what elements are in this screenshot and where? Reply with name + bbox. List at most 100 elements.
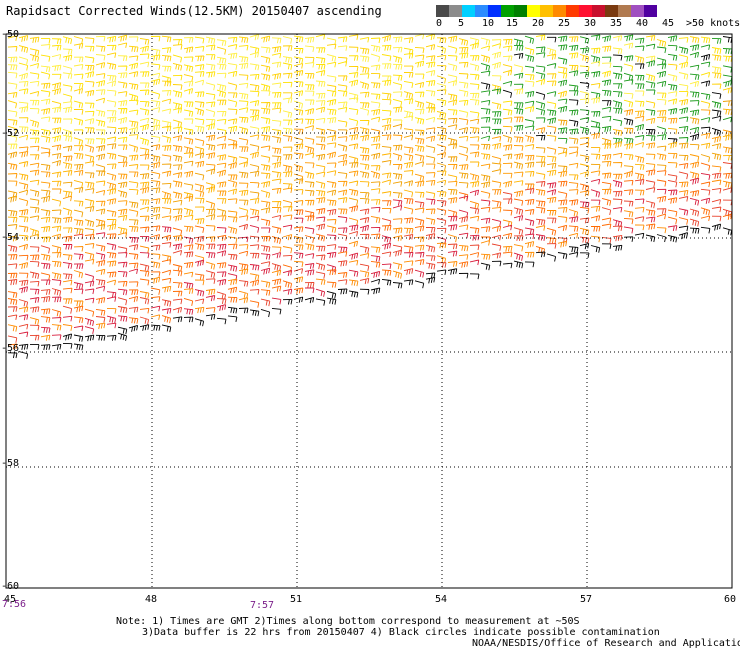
- wind-barb: [678, 54, 689, 62]
- wind-barb: [150, 253, 161, 260]
- wind-barb: [40, 65, 51, 73]
- wind-barb: [722, 79, 733, 87]
- wind-barb: [128, 36, 139, 42]
- wind-barb: [315, 117, 326, 124]
- wind-barb: [590, 199, 601, 206]
- wind-barb: [447, 79, 458, 87]
- wind-barb: [711, 66, 722, 74]
- wind-barb: [161, 226, 172, 233]
- wind-barb: [40, 189, 51, 196]
- wind-barb: [535, 147, 546, 154]
- legend-swatch-8: [540, 5, 553, 17]
- wind-barb: [249, 264, 260, 271]
- wind-barb: [711, 179, 722, 186]
- wind-barb: [513, 260, 524, 269]
- wind-barb: [150, 287, 161, 295]
- wind-barb: [260, 83, 271, 92]
- wind-barb: [139, 215, 150, 222]
- wind-barb: [546, 109, 557, 117]
- wind-barb: [315, 70, 326, 77]
- wind-barb: [656, 92, 667, 99]
- wind-barb: [425, 255, 436, 261]
- wind-barb: [678, 107, 689, 115]
- wind-barb: [172, 164, 183, 170]
- wind-barb: [634, 206, 645, 213]
- wind-barb: [480, 116, 491, 123]
- wind-barb: [172, 298, 183, 305]
- wind-barb: [315, 127, 326, 136]
- wind-barb: [348, 161, 359, 168]
- wind-barb: [172, 135, 183, 142]
- wind-barb: [469, 273, 480, 280]
- wind-barb: [403, 98, 414, 105]
- wind-barb: [216, 39, 227, 47]
- legend-swatch-13: [605, 5, 618, 17]
- wind-barb: [689, 73, 700, 80]
- wind-barb: [271, 214, 282, 221]
- wind-barb: [502, 117, 513, 123]
- wind-barb: [293, 200, 304, 206]
- wind-barb: [260, 181, 271, 188]
- wind-barb: [73, 343, 84, 351]
- wind-barb: [128, 262, 139, 269]
- wind-barb: [172, 306, 183, 314]
- wind-barb: [205, 252, 216, 259]
- wind-barb: [73, 209, 84, 218]
- wind-barb: [414, 33, 425, 40]
- wind-barb: [183, 207, 194, 216]
- wind-barb: [161, 54, 172, 62]
- wind-barb: [359, 147, 370, 154]
- wind-barb: [194, 298, 205, 304]
- wind-barb: [7, 46, 18, 52]
- wind-barb: [172, 269, 183, 277]
- wind-barb: [469, 83, 480, 90]
- wind-barb: [678, 116, 689, 122]
- wind-barb: [106, 44, 117, 51]
- wind-barb: [293, 296, 304, 303]
- wind-barb: [381, 172, 392, 179]
- wind-barb: [205, 101, 216, 108]
- wind-barb: [304, 296, 315, 304]
- wind-barb: [238, 62, 249, 70]
- wind-barb: [18, 243, 29, 251]
- wind-barb: [337, 208, 348, 215]
- wind-barb: [711, 135, 722, 143]
- wind-barb: [656, 98, 667, 106]
- wind-barb: [194, 273, 205, 281]
- wind-barb: [414, 244, 425, 251]
- wind-barb: [436, 179, 447, 186]
- wind-barb: [392, 163, 403, 170]
- wind-barb: [491, 88, 502, 95]
- wind-barb: [161, 207, 172, 214]
- wind-barb: [7, 263, 18, 269]
- wind-barb: [29, 288, 40, 295]
- wind-barb: [139, 291, 150, 299]
- wind-barb: [678, 196, 689, 202]
- wind-barb: [29, 99, 40, 106]
- wind-barb: [172, 44, 183, 50]
- wind-barb: [62, 106, 73, 113]
- wind-barb: [590, 34, 601, 41]
- wind-barb: [337, 216, 348, 223]
- wind-barb: [84, 138, 95, 145]
- wind-barb: [315, 254, 326, 261]
- wind-barb: [656, 188, 667, 195]
- wind-barb: [513, 136, 524, 143]
- wind-barb: [106, 182, 117, 190]
- wind-barb: [51, 100, 62, 109]
- wind-barb: [326, 117, 337, 124]
- wind-barb: [29, 179, 40, 186]
- wind-barb: [216, 181, 227, 188]
- wind-barb: [480, 62, 491, 71]
- wind-barb: [535, 172, 546, 180]
- wind-barb: [18, 134, 29, 141]
- wind-barb: [238, 280, 249, 287]
- wind-barb: [73, 117, 84, 126]
- wind-barb: [293, 209, 304, 216]
- wind-barb: [29, 233, 40, 240]
- wind-barb: [271, 161, 282, 169]
- wind-barb: [678, 125, 689, 132]
- wind-barb: [722, 146, 733, 154]
- wind-barb: [557, 215, 568, 223]
- wind-barb: [623, 79, 634, 85]
